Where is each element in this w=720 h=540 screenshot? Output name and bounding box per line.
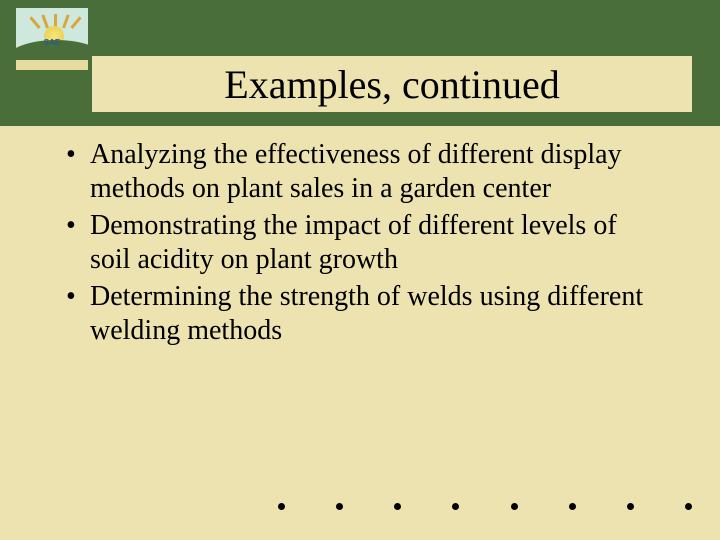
sae-logo: SAE — [14, 6, 90, 72]
logo-text: SAE — [16, 38, 88, 47]
content-area: Analyzing the effectiveness of different… — [60, 138, 660, 352]
dot-icon — [685, 503, 692, 510]
bullet-item: Analyzing the effectiveness of different… — [60, 138, 660, 205]
dot-icon — [627, 503, 634, 510]
bullet-item: Demonstrating the impact of different le… — [60, 209, 660, 276]
slide-title: Examples, continued — [224, 61, 559, 108]
dot-icon — [278, 503, 285, 510]
dot-icon — [569, 503, 576, 510]
bullet-item: Determining the strength of welds using … — [60, 280, 660, 347]
title-bar: Examples, continued — [92, 56, 692, 112]
decorative-dots — [268, 503, 702, 510]
dot-icon — [452, 503, 459, 510]
bottom-accent-bar — [14, 482, 254, 520]
bullet-list: Analyzing the effectiveness of different… — [60, 138, 660, 348]
dot-icon — [394, 503, 401, 510]
dot-icon — [511, 503, 518, 510]
dot-icon — [336, 503, 343, 510]
slide: SAE Examples, continued Analyzing the ef… — [0, 0, 720, 540]
